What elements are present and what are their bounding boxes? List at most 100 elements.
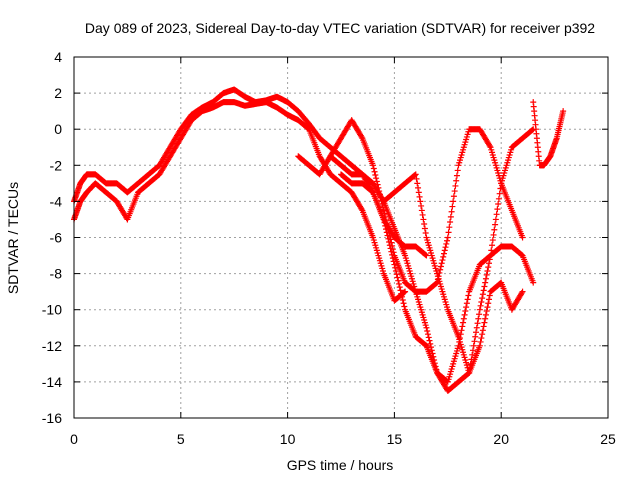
data-point <box>448 208 455 215</box>
data-point <box>370 165 377 172</box>
data-point <box>402 288 409 295</box>
data-point <box>437 266 444 273</box>
data-point <box>484 268 491 275</box>
data-point <box>484 304 491 311</box>
data-point <box>424 327 431 334</box>
data-point <box>519 288 526 295</box>
data-point <box>444 234 451 241</box>
data-point <box>491 226 498 233</box>
y-tick-label: -4 <box>50 193 63 209</box>
data-point <box>394 274 401 281</box>
data-point <box>518 289 525 296</box>
data-point <box>401 303 408 310</box>
data-point <box>560 108 567 115</box>
data-point <box>441 247 448 254</box>
chart-title: Day 089 of 2023, Sidereal Day-to-day VTE… <box>85 20 595 36</box>
data-point <box>411 171 418 178</box>
data-series-6 <box>380 171 526 376</box>
data-points <box>71 86 567 394</box>
data-series-5 <box>338 126 537 394</box>
data-point <box>399 293 406 300</box>
data-point <box>427 340 434 347</box>
data-series-1 <box>71 86 430 259</box>
data-point <box>372 171 379 178</box>
data-point <box>421 220 428 227</box>
data-point <box>440 253 447 260</box>
data-point <box>450 193 457 200</box>
data-point <box>447 219 454 226</box>
data-point <box>385 235 392 242</box>
y-tick-label: 2 <box>54 85 62 101</box>
data-point <box>487 252 494 259</box>
data-point <box>463 304 470 311</box>
data-point <box>477 302 484 309</box>
data-point <box>358 133 365 140</box>
data-point <box>519 234 526 241</box>
data-point <box>471 338 478 345</box>
data-point <box>460 315 467 322</box>
data-point <box>383 226 390 233</box>
data-point <box>373 175 380 182</box>
data-point <box>453 172 460 179</box>
data-point <box>421 225 428 232</box>
data-point <box>445 229 452 236</box>
data-point <box>381 219 388 226</box>
data-point <box>373 178 380 185</box>
data-point <box>490 231 497 238</box>
data-point <box>397 287 404 294</box>
x-tick-label: 5 <box>177 431 185 447</box>
grid-lines <box>74 57 608 418</box>
data-point <box>433 280 440 287</box>
data-point <box>387 245 394 252</box>
data-point <box>469 347 476 354</box>
x-tick-label: 20 <box>493 431 509 447</box>
y-tick-label: -10 <box>42 302 62 318</box>
data-point <box>424 331 431 338</box>
data-point <box>496 190 503 197</box>
data-series-7 <box>530 99 567 169</box>
data-point <box>472 333 479 340</box>
data-point <box>450 198 457 205</box>
data-point <box>383 229 390 236</box>
data-point <box>386 242 393 249</box>
data-point <box>476 342 483 349</box>
data-point <box>382 222 389 229</box>
data-point <box>478 335 485 342</box>
data-point <box>423 252 430 259</box>
data-point <box>425 334 432 341</box>
y-tick-label: -16 <box>42 410 62 426</box>
data-point <box>474 320 481 327</box>
data-point <box>461 311 468 318</box>
data-point <box>489 237 496 244</box>
data-point <box>447 213 454 220</box>
data-point <box>426 337 433 344</box>
data-point <box>475 315 482 322</box>
data-point <box>485 264 492 271</box>
data-point <box>492 216 499 223</box>
x-tick-label: 10 <box>280 431 296 447</box>
data-point <box>414 180 421 187</box>
data-point <box>428 344 435 351</box>
data-point <box>422 251 429 258</box>
y-tick-labels: -16 -14 -12 -10 -8 -6 -4 -2 0 2 4 <box>42 49 62 426</box>
data-point <box>418 207 425 214</box>
data-point <box>478 298 485 305</box>
data-point <box>481 319 488 326</box>
y-tick-label: -8 <box>50 266 63 282</box>
data-point <box>388 248 395 255</box>
data-point <box>480 287 487 294</box>
data-point <box>482 311 489 318</box>
data-point <box>492 221 499 228</box>
data-point <box>401 289 408 296</box>
data-point <box>393 271 400 278</box>
data-point <box>399 297 406 304</box>
data-point <box>420 216 427 223</box>
data-point <box>380 216 387 223</box>
data-point <box>449 203 456 210</box>
data-point <box>423 324 430 331</box>
data-point <box>482 275 489 282</box>
axis-ticks <box>73 56 609 419</box>
y-tick-label: -2 <box>50 157 63 173</box>
data-point <box>458 327 465 334</box>
data-point <box>386 239 393 246</box>
